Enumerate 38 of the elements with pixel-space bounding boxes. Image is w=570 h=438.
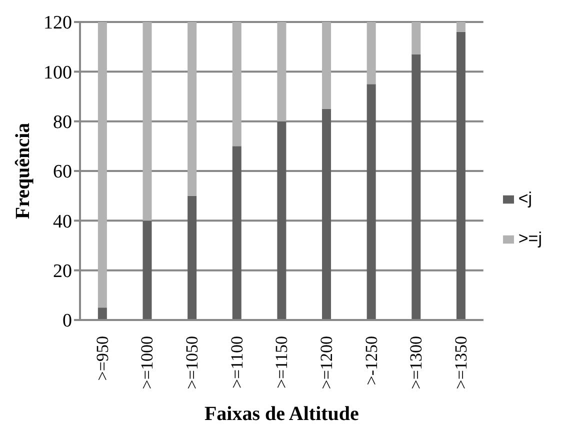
y-tick-label: 100: [44, 62, 72, 84]
x-tick-label: >=1000: [138, 336, 157, 390]
bar: [232, 146, 242, 320]
bar: [366, 84, 376, 320]
bar: [142, 220, 152, 320]
bar: [98, 22, 107, 308]
x-axis-title: Faixas de Altitude: [204, 403, 360, 425]
y-tick-label: 120: [44, 12, 72, 34]
x-tick-label: >=1300: [406, 336, 426, 390]
bar: [188, 22, 197, 196]
y-axis-title: Frequência: [12, 122, 34, 220]
bar: [412, 22, 421, 54]
y-tick-label: 20: [53, 261, 72, 282]
bar: [98, 308, 107, 320]
bar: [188, 196, 197, 320]
bar: [456, 32, 466, 320]
x-tick-label: >=1100: [227, 336, 246, 389]
legend-label: <j: [518, 189, 532, 208]
bar: [142, 22, 152, 221]
x-tick-label: >=1150: [272, 336, 292, 389]
y-tick-label: 60: [53, 162, 72, 183]
bar: [322, 22, 332, 109]
bar: [277, 121, 286, 320]
bar: [322, 108, 332, 320]
y-tick-label: 80: [53, 112, 72, 134]
bar: [277, 22, 286, 122]
bar: [232, 22, 242, 146]
y-tick-label: 0: [62, 310, 72, 332]
x-tick-label: >=1050: [182, 336, 202, 390]
legend-label: >=j: [518, 229, 542, 248]
x-tick-label: >=1350: [451, 336, 470, 390]
x-tick-label: >=950: [92, 336, 112, 381]
x-tick-label: >-1250: [362, 336, 381, 386]
bar: [456, 22, 466, 32]
bar: [366, 22, 376, 84]
y-tick-label: 40: [53, 211, 72, 232]
bar: [412, 54, 421, 320]
x-tick-label: >=1200: [316, 336, 336, 390]
